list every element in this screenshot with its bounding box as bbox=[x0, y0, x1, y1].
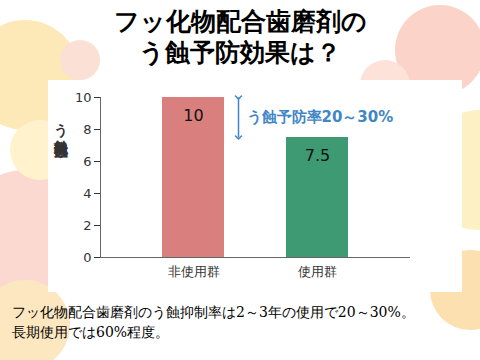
svg-text:4: 4 bbox=[83, 186, 91, 201]
html-text:フッ化物配合歯磨剤のう蝕抑制率は2～3年の使用で20～30%: フッ化物配合歯磨剤のう蝕抑制率は2～3年の使用で20～30%。 bbox=[12, 304, 415, 320]
svg-text:0: 0 bbox=[83, 250, 91, 265]
svg-text:10: 10 bbox=[183, 106, 203, 125]
svg-text:う蝕予防率20～30%: う蝕予防率20～30% bbox=[247, 108, 394, 126]
html-text:フッ化物配合歯磨剤の: フッ化物配合歯磨剤の bbox=[113, 7, 367, 36]
svg-text:2: 2 bbox=[83, 218, 91, 233]
svg-text:使用群: 使用群 bbox=[298, 264, 337, 279]
svg-text:6: 6 bbox=[83, 154, 91, 169]
html-text:長期使用では60%程度。: 長期使用では60%程度。 bbox=[12, 324, 170, 340]
svg-text:7.5: 7.5 bbox=[305, 146, 330, 165]
svg-text:8: 8 bbox=[83, 122, 91, 137]
svg-text:非使用群: 非使用群 bbox=[168, 264, 220, 279]
html-text:う蝕発現歯数: う蝕発現歯数 bbox=[53, 112, 69, 134]
svg-text:10: 10 bbox=[75, 90, 92, 105]
html-text:う蝕予防効果は？: う蝕予防効果は？ bbox=[139, 38, 341, 67]
